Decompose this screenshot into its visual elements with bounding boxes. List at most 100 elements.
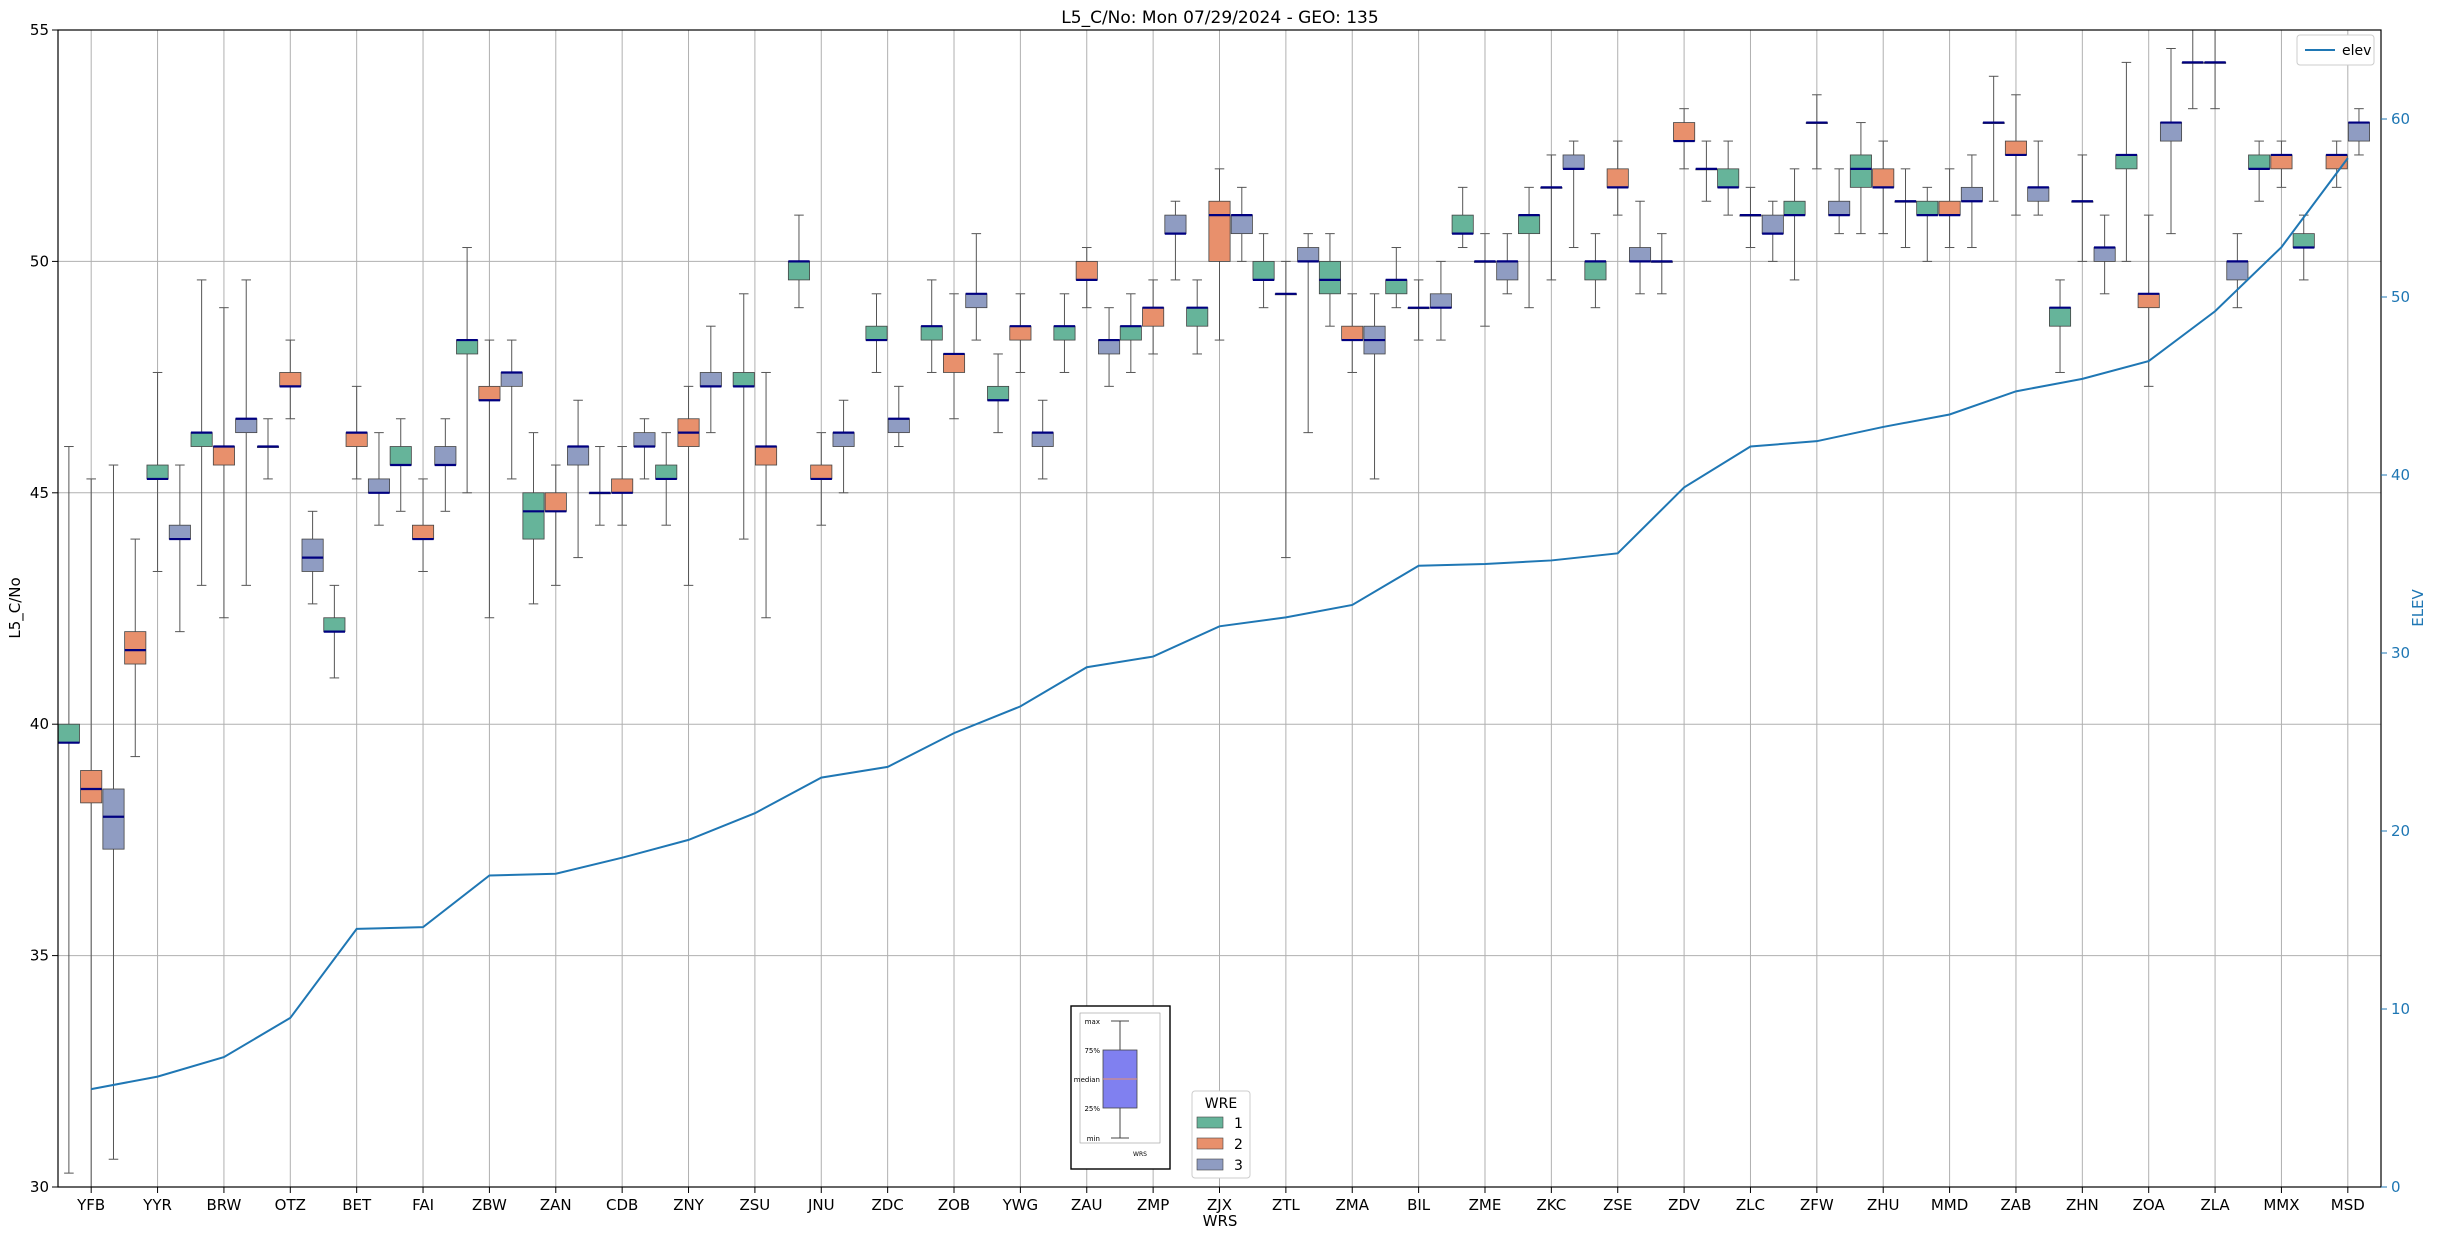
box-plot-wre-1 <box>2115 61 2138 262</box>
iqr-box <box>1142 307 1165 327</box>
x-tick-label: JNU <box>807 1196 835 1214</box>
iqr-box <box>434 446 457 466</box>
box-plot-wre-1 <box>1849 122 1872 235</box>
box-plot-wre-3 <box>1828 168 1851 235</box>
box-key-xlabel: WRS <box>1133 1151 1147 1158</box>
y2-tick-label: 60 <box>2391 110 2410 128</box>
iqr-box <box>2159 122 2183 142</box>
iqr-box <box>1673 122 1696 142</box>
wre-legend-label-1: 1 <box>1234 1116 1243 1132</box>
box-plot-wre-3 <box>367 432 390 526</box>
x-tick-label: ZAB <box>2001 1196 2032 1214</box>
iqr-box <box>2248 154 2271 170</box>
y2-tick-label: 20 <box>2391 822 2410 840</box>
x-tick-label: ZDC <box>871 1196 903 1214</box>
box-plot-wre-3 <box>2027 140 2050 216</box>
iqr-box <box>1783 200 1806 216</box>
iqr-box <box>1297 247 1320 262</box>
box-plot-wre-2 <box>124 538 147 758</box>
box-plot-wre-2 <box>478 339 501 619</box>
box-plot-wre-3 <box>2093 214 2116 295</box>
iqr-box <box>732 372 755 387</box>
box-plot-wre-1 <box>1916 186 1939 262</box>
x-tick-label: ZLA <box>2200 1196 2230 1214</box>
box-plot-wre-3 <box>1629 200 1652 295</box>
iqr-box <box>190 432 213 447</box>
iqr-box <box>655 464 678 480</box>
box-plot-wre-2 <box>1341 293 1364 373</box>
box-key-max: max <box>1085 1018 1100 1026</box>
box-plot-wre-3 <box>2159 48 2183 235</box>
iqr-box <box>2292 233 2315 248</box>
x-tick-label: ZHU <box>1867 1196 1900 1214</box>
iqr-box <box>1761 214 1784 235</box>
x-tick-label: ZAN <box>540 1196 572 1214</box>
x-tick-label: ZAU <box>1071 1196 1103 1214</box>
x-tick-label: CDB <box>606 1196 638 1214</box>
x-tick-label: ZOB <box>938 1196 970 1214</box>
box-plot-wre-2 <box>2071 154 2094 262</box>
iqr-box <box>146 464 169 480</box>
box-plot-wre-2 <box>1142 279 1165 355</box>
y2-tick-label: 40 <box>2391 466 2410 484</box>
iqr-box <box>1629 247 1652 262</box>
y-tick-label: 40 <box>30 715 49 733</box>
box-plot-wre-3 <box>832 399 855 494</box>
box-plot-wre-3 <box>1894 168 1917 249</box>
iqr-box <box>412 524 435 540</box>
box-plot-wre-2 <box>412 478 435 572</box>
x-tick-label: OTZ <box>275 1196 306 1214</box>
iqr-box <box>456 339 479 355</box>
elev-line <box>91 157 2349 1091</box>
box-plot-wre-3 <box>2347 108 2370 156</box>
box-plot-wre-1 <box>2049 279 2072 373</box>
iqr-box <box>1098 339 1121 355</box>
x-tick-label: BIL <box>1407 1196 1431 1214</box>
box-plot-wre-2 <box>1274 260 1297 559</box>
box-key-median: median <box>1074 1076 1100 1084</box>
y2-tick-label: 30 <box>2391 644 2410 662</box>
y-tick-label: 30 <box>30 1178 49 1196</box>
box-key: max 75% median 25% min WRS <box>1070 1005 1171 1170</box>
box-plot-wre-1 <box>256 418 280 480</box>
box-plot-wre-3 <box>965 233 988 341</box>
wre-legend-swatch-2 <box>1196 1137 1224 1150</box>
box-plot-wre-2 <box>1872 140 1895 235</box>
box-plot-wre-2 <box>1075 247 1098 309</box>
iqr-box <box>345 432 368 447</box>
chart-title: L5_C/No: Mon 07/29/2024 - GEO: 135 <box>1061 8 1378 28</box>
iqr-box <box>478 385 501 401</box>
elev-line-group <box>91 157 2349 1091</box>
box-plot-wre-1 <box>522 432 545 605</box>
x-tick-label: ZME <box>1469 1196 1502 1214</box>
iqr-box <box>1164 214 1187 235</box>
iqr-box <box>1186 307 1209 327</box>
box-plot-wre-2 <box>345 385 368 480</box>
iqr-box <box>1031 432 1054 447</box>
y2-tick-label: 0 <box>2391 1178 2401 1196</box>
box-plot-wre-1 <box>190 279 213 586</box>
iqr-box <box>1385 279 1408 295</box>
box-plot-wre-2 <box>1009 293 1032 373</box>
box-plot-wre-3 <box>1164 200 1187 281</box>
iqr-box <box>389 446 412 466</box>
box-plot-wre-3 <box>1098 307 1121 387</box>
iqr-box <box>1938 200 1961 216</box>
x-tick-label: ZJX <box>1207 1196 1232 1214</box>
x-tick-label: MSD <box>2331 1196 2365 1214</box>
x-tick-label: MMX <box>2263 1196 2299 1214</box>
iqr-box <box>1562 154 1585 170</box>
box-plot-wre-2 <box>279 339 302 420</box>
wre-legend-swatch-3 <box>1196 1158 1224 1171</box>
y-tick-label: 50 <box>30 252 49 270</box>
iqr-box <box>279 372 302 387</box>
box-plot-wre-3 <box>168 464 191 633</box>
wre-legend-swatch-1 <box>1196 1116 1224 1129</box>
box-plot-wre-3 <box>1695 140 1718 202</box>
box-plot-wre-2 <box>1938 168 1961 249</box>
iqr-box <box>1208 200 1231 262</box>
iqr-box <box>1496 260 1519 281</box>
box-plot-wre-2 <box>755 371 778 619</box>
box-plot-wre-1 <box>787 214 810 309</box>
